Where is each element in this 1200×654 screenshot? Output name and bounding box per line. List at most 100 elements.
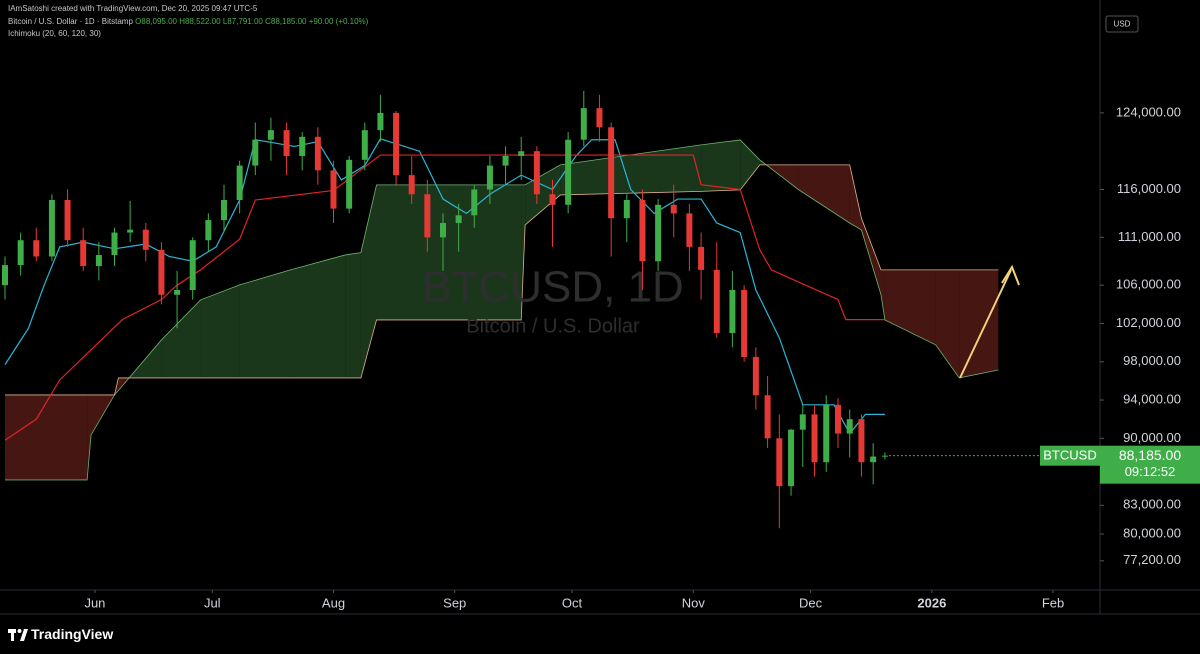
logo-slash[interactable] — [20, 629, 28, 641]
cloud-segment — [360, 184, 377, 378]
candle-body — [580, 108, 587, 140]
y-tick-label: 111,000.00 — [1118, 229, 1181, 244]
x-tick-label: Feb — [1042, 595, 1064, 610]
symbol-tag-box — [1040, 445, 1100, 466]
logo-stem[interactable] — [11, 629, 14, 641]
x-tick-label: 2026 — [917, 595, 946, 610]
y-tick-label: 77,200.00 — [1123, 552, 1181, 567]
legend-title: Bitcoin / U.S. Dollar · 1D · Bitstamp — [8, 17, 133, 26]
x-tick-label: Sep — [443, 595, 466, 610]
cloud-segment — [935, 269, 960, 378]
candle-body — [174, 289, 181, 295]
candle-body — [361, 130, 368, 160]
candle-body — [2, 265, 8, 286]
candle-body — [846, 419, 853, 434]
candle-body — [267, 130, 274, 140]
candle-body — [713, 269, 720, 334]
x-tick-label: Dec — [799, 595, 823, 610]
brand-text[interactable]: TradingView — [31, 626, 113, 642]
y-tick-label: 102,000.00 — [1116, 315, 1181, 330]
candle-body — [834, 404, 841, 434]
y-tick-label: 116,000.00 — [1117, 181, 1181, 196]
currency-label[interactable]: USD — [1114, 20, 1131, 29]
currency-box[interactable] — [1105, 15, 1139, 33]
y-tick-label: 106,000.00 — [1116, 277, 1181, 292]
candle-body — [549, 194, 556, 205]
x-tick-label: Jul — [204, 595, 221, 610]
cloud-segment — [345, 252, 361, 378]
countdown: 09:12:52 — [1125, 464, 1176, 479]
cloud-segment — [798, 164, 850, 223]
candle-body — [17, 240, 24, 266]
candle-body — [236, 165, 243, 201]
candle-body — [330, 170, 337, 209]
y-tick-label: 98,000.00 — [1123, 353, 1181, 368]
candle-body — [639, 200, 646, 262]
indicator-line — [4, 138, 885, 435]
cloud-segment — [87, 394, 92, 480]
candle-body — [533, 151, 540, 195]
cloud-segment — [881, 269, 885, 320]
legend-change: +90.00 (+0.10%) — [309, 17, 369, 26]
candle-body — [752, 356, 759, 396]
watermark-subtitle: Bitcoin / U.S. Dollar — [466, 315, 640, 337]
candle-body — [565, 139, 572, 205]
candle-body — [142, 229, 149, 250]
candle-body — [741, 289, 748, 357]
candle-body — [314, 136, 321, 171]
candle-body — [346, 159, 353, 209]
cloud-span-a — [5, 139, 999, 481]
candle-body — [670, 204, 677, 214]
cloud-segment — [525, 164, 561, 225]
indicator-line — [4, 154, 885, 441]
cloud-segment — [701, 139, 741, 192]
candle-body — [64, 200, 71, 241]
cloud-segment — [200, 284, 240, 378]
candle-body — [440, 222, 446, 238]
candle-body — [858, 419, 865, 463]
y-tick-label: 80,000.00 — [1123, 525, 1181, 540]
y-tick-label: 94,000.00 — [1123, 391, 1181, 406]
x-tick-label: Oct — [562, 595, 583, 610]
candle-body — [377, 112, 384, 131]
cloud-segment — [849, 164, 862, 230]
candle-body — [776, 438, 783, 487]
logo-dot[interactable] — [17, 629, 22, 633]
candle-body — [486, 165, 493, 190]
indicator-label: Ichimoku (20, 60, 120, 30) — [8, 29, 101, 38]
candle-body — [799, 414, 806, 430]
author-line: IAmSatoshi created with TradingView.com,… — [8, 4, 258, 13]
x-tick-label: Aug — [322, 595, 345, 610]
brand-logo[interactable]: TradingView — [8, 626, 113, 642]
cloud-segment — [376, 184, 522, 320]
candle-body — [881, 455, 888, 457]
candle-body — [788, 429, 795, 487]
candle-body — [823, 404, 830, 463]
candle-body — [95, 255, 102, 267]
y-tick-label: 90,000.00 — [1123, 430, 1181, 445]
legend-high: H88,522.00 — [179, 17, 221, 26]
candle-body — [811, 414, 818, 463]
cloud-segment — [5, 394, 88, 480]
candle-body — [189, 240, 196, 290]
arrow-shaft — [959, 269, 1012, 379]
cloud-segment — [861, 218, 881, 295]
cloud-segment — [521, 184, 526, 320]
candle-body — [655, 204, 662, 262]
candle-body — [127, 229, 134, 233]
candle-body — [764, 395, 771, 439]
legend-open: O88,095.00 — [135, 17, 177, 26]
symbol-tag: BTCUSD — [1043, 448, 1096, 463]
candle-body — [221, 200, 227, 221]
candle-body — [608, 127, 615, 219]
cloud-segment — [740, 139, 760, 190]
candle-body — [596, 108, 603, 128]
candle-body — [698, 246, 705, 270]
arrow-head — [1001, 264, 1020, 286]
candle-body — [111, 232, 118, 256]
cloud-segment — [959, 269, 999, 378]
y-tick-label: 83,000.00 — [1123, 497, 1181, 512]
candle-body — [80, 240, 87, 267]
